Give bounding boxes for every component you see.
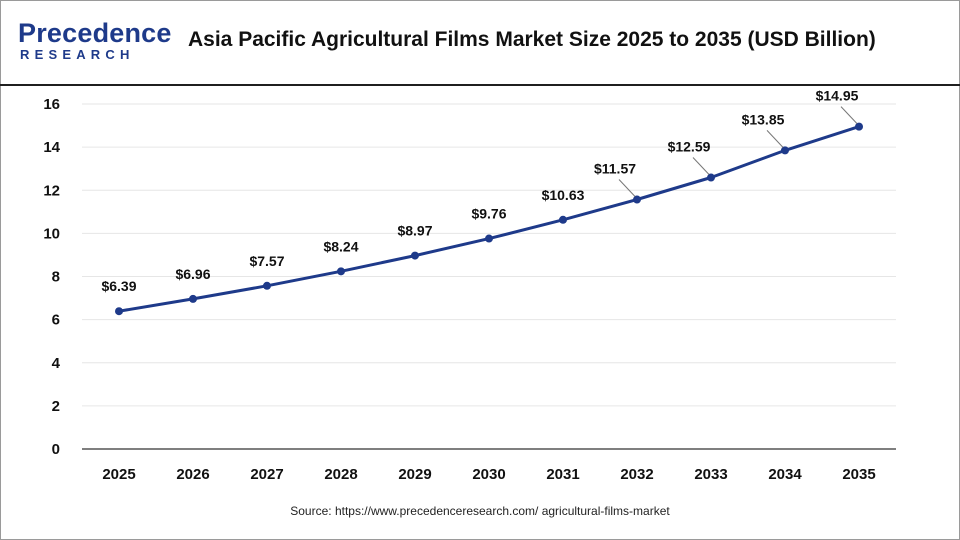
y-tick-label: 8 [52, 269, 60, 286]
data-label: $9.76 [471, 206, 506, 222]
data-label: $8.24 [323, 238, 358, 254]
data-point[interactable] [633, 195, 641, 204]
y-tick-label: 12 [43, 182, 60, 199]
x-tick-label: 2025 [102, 466, 135, 483]
data-label: $6.39 [101, 278, 136, 294]
label-leader-line [692, 157, 710, 175]
data-point[interactable] [189, 294, 197, 303]
data-label: $7.57 [249, 253, 284, 269]
label-leader-line [618, 179, 636, 197]
y-tick-label: 4 [52, 355, 61, 372]
x-tick-label: 2031 [546, 466, 579, 483]
header: Precedence RESEARCH Asia Pacific Agricul… [0, 0, 960, 84]
data-point[interactable] [855, 122, 863, 131]
data-point[interactable] [411, 251, 419, 260]
brand-logo: Precedence RESEARCH [18, 18, 171, 66]
data-label: $11.57 [594, 161, 636, 177]
x-tick-label: 2029 [398, 466, 431, 483]
x-tick-label: 2032 [620, 466, 653, 483]
label-leader-line [840, 106, 858, 124]
y-tick-label: 10 [43, 225, 60, 242]
data-label: $14.95 [816, 88, 859, 104]
data-point[interactable] [485, 234, 493, 243]
x-tick-label: 2028 [324, 466, 357, 483]
y-tick-label: 6 [52, 312, 60, 329]
label-leader-line [766, 130, 784, 148]
header-divider [0, 84, 960, 86]
y-tick-label: 2 [52, 398, 60, 415]
x-tick-label: 2033 [694, 466, 727, 483]
data-point[interactable] [707, 173, 715, 182]
data-point[interactable] [115, 307, 123, 316]
x-tick-label: 2027 [250, 466, 283, 483]
data-point[interactable] [559, 215, 567, 224]
x-tick-label: 2035 [842, 466, 875, 483]
data-point[interactable] [263, 281, 271, 290]
data-label: $8.97 [397, 223, 432, 239]
logo-subtitle: RESEARCH [20, 47, 135, 62]
chart-title: Asia Pacific Agricultural Films Market S… [188, 28, 876, 51]
y-tick-label: 16 [43, 96, 60, 113]
line-chart: 0 2 4 6 8 10 12 14 16 2025 2026 2027 2028 2029 2030 203… [43, 88, 896, 483]
data-label: $6.96 [175, 266, 210, 282]
data-label: $10.63 [542, 187, 585, 203]
data-point[interactable] [337, 267, 345, 276]
x-tick-label: 2034 [768, 466, 802, 483]
data-point[interactable] [781, 146, 789, 155]
y-tick-label: 14 [43, 139, 60, 156]
x-tick-label: 2030 [472, 466, 505, 483]
data-label: $13.85 [742, 111, 785, 127]
y-tick-label: 0 [52, 441, 60, 458]
source-note: Source: https://www.precedenceresearch.c… [290, 504, 670, 518]
x-tick-label: 2026 [176, 466, 209, 483]
logo-wordmark: Precedence [18, 18, 172, 48]
data-label: $12.59 [668, 139, 711, 155]
